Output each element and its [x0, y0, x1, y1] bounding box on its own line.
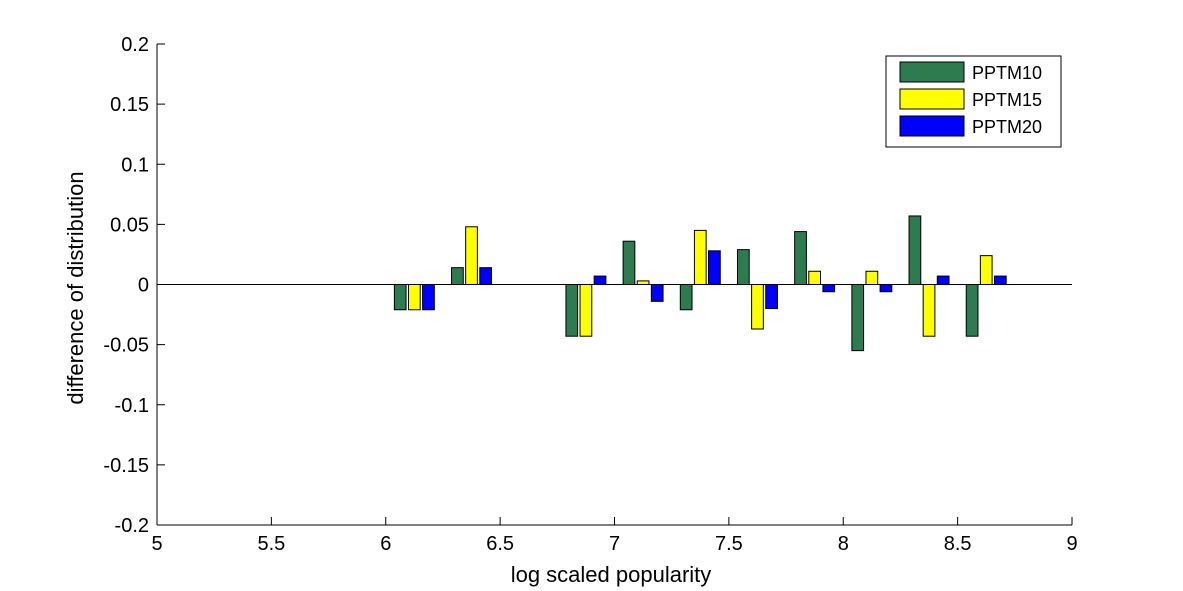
bar-pptm10-9	[965, 284, 979, 337]
legend-label-pptm20: PPTM20	[972, 117, 1042, 137]
x-tick-label: 9	[1066, 533, 1077, 555]
y-tick-label: 0.15	[110, 94, 149, 116]
x-tick-label: 7.5	[715, 533, 743, 555]
legend-swatch-pptm15	[899, 88, 965, 110]
bar-pptm15-1	[465, 226, 478, 285]
bar-pptm10-1	[451, 267, 464, 286]
axes-layer: 5 5.5 6 6.5 7 7.5 8 8.5 9 0.2 0.15 0.1 0.05 0 -0.05 -0.…	[103, 34, 1077, 555]
y-tick-label: 0.05	[110, 214, 149, 236]
bar-pptm15-6	[808, 270, 822, 285]
y-tick-label: -0.2	[115, 515, 149, 537]
x-tick-label: 5.5	[257, 533, 285, 555]
bar-pptm10-6	[794, 231, 807, 285]
bar-pptm15-3	[636, 280, 650, 286]
bar-pptm20-4	[708, 250, 721, 285]
x-tick-label: 6	[380, 533, 391, 555]
bar-pptm15-0	[407, 284, 421, 311]
bar-pptm20-3	[650, 284, 664, 302]
x-tick-label: 6.5	[486, 533, 514, 555]
bar-pptm20-9	[993, 275, 1007, 285]
bars-layer	[393, 215, 1007, 352]
bar-pptm20-5	[765, 284, 778, 310]
legend-swatch-pptm20	[899, 115, 965, 137]
legend-swatch-pptm10	[899, 61, 965, 83]
bar-pptm20-8	[936, 275, 950, 285]
bar-pptm15-9	[979, 255, 993, 285]
bar-pptm10-7	[851, 284, 865, 352]
bar-pptm15-7	[865, 270, 879, 285]
y-tick-label: -0.05	[103, 335, 149, 357]
legend-label-pptm15: PPTM15	[972, 90, 1042, 110]
x-axis-title: log scaled popularity	[511, 562, 712, 587]
x-tick-label: 8.5	[944, 533, 972, 555]
bar-pptm15-8	[922, 284, 936, 337]
y-axis-title: difference of distribution	[63, 171, 88, 404]
y-tick-label: -0.1	[115, 395, 149, 417]
y-tick-label: 0	[138, 275, 149, 297]
bar-pptm20-0	[422, 284, 435, 311]
bar-pptm15-4	[693, 229, 707, 285]
bar-pptm10-8	[908, 215, 922, 286]
bar-pptm10-5	[736, 249, 750, 286]
bar-pptm15-2	[579, 284, 593, 337]
y-tick-label: 0.2	[121, 34, 149, 56]
x-tick-label: 8	[838, 533, 849, 555]
bar-pptm10-0	[393, 284, 407, 311]
bar-pptm10-4	[679, 284, 693, 311]
bar-pptm20-7	[879, 284, 893, 293]
legend: PPTM10 PPTM15 PPTM20	[885, 55, 1062, 148]
y-tick-label: 0.1	[121, 154, 149, 176]
bar-pptm20-1	[479, 267, 493, 286]
y-tick-label: -0.15	[103, 455, 149, 477]
legend-label-pptm10: PPTM10	[972, 63, 1042, 83]
x-tick-label: 7	[609, 533, 620, 555]
bar-pptm15-5	[751, 284, 764, 330]
bar-pptm20-2	[593, 275, 607, 285]
bar-pptm10-3	[622, 240, 636, 286]
bar-pptm20-6	[822, 284, 836, 293]
bar-pptm10-2	[565, 284, 579, 337]
x-tick-label: 5	[151, 533, 162, 555]
